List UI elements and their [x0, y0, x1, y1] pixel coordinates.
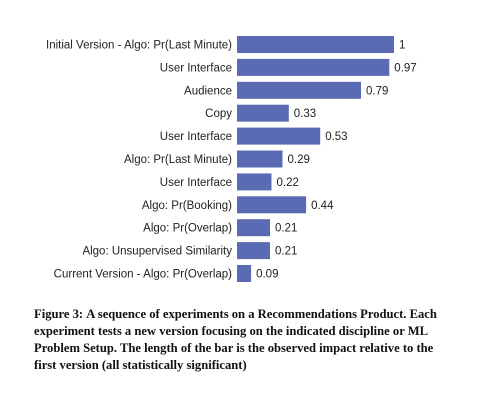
bar-7	[237, 196, 307, 214]
category-label-5: Algo: Pr(Last Minute)	[124, 154, 232, 166]
value-label-1: 0.97	[394, 62, 416, 74]
bar-1	[237, 58, 390, 76]
bar-4	[237, 127, 321, 145]
value-label-6: 0.22	[277, 177, 299, 189]
bar-8	[237, 219, 270, 237]
bar-9	[237, 242, 270, 260]
value-label-8: 0.21	[275, 223, 297, 235]
category-label-4: User Interface	[160, 131, 232, 143]
value-label-4: 0.53	[325, 131, 347, 143]
category-labels: Initial Version - Algo: Pr(Last Minute) U…	[46, 40, 232, 281]
figure-caption-text: A sequence of experiments on a Recommend…	[34, 307, 437, 372]
category-label-2: Audience	[184, 85, 232, 97]
value-label-7: 0.44	[311, 200, 334, 212]
category-label-9: Algo: Unsupervised Similarity	[82, 246, 232, 258]
value-labels: 1 0.97 0.79 0.33 0.53 0.29 0.22 0.44 0.21 0.21 0.0…	[256, 40, 417, 281]
value-label-3: 0.33	[294, 108, 316, 120]
bar-6	[237, 173, 272, 191]
bar-5	[237, 150, 283, 168]
category-label-1: User Interface	[160, 62, 232, 74]
bar-chart: Initial Version - Algo: Pr(Last Minute) U…	[46, 36, 417, 282]
value-label-0: 1	[399, 40, 405, 52]
value-label-2: 0.79	[366, 85, 388, 97]
category-label-6: User Interface	[160, 177, 232, 189]
figure-caption: Figure 3: A sequence of experiments on a…	[34, 306, 458, 374]
value-label-5: 0.29	[288, 154, 310, 166]
value-label-10: 0.09	[256, 269, 278, 281]
value-label-9: 0.21	[275, 246, 297, 258]
category-label-0: Initial Version - Algo: Pr(Last Minute)	[46, 40, 232, 52]
category-label-10: Current Version - Algo: Pr(Overlap)	[54, 269, 232, 281]
category-label-3: Copy	[205, 108, 232, 120]
figure-caption-label: Figure 3:	[34, 307, 84, 321]
category-label-8: Algo: Pr(Overlap)	[143, 223, 232, 235]
category-label-7: Algo: Pr(Booking)	[142, 200, 232, 212]
bar-3	[237, 104, 289, 122]
bar-0	[237, 36, 394, 53]
bar-2	[237, 81, 361, 99]
bar-10	[237, 265, 252, 282]
bars-group	[237, 36, 394, 282]
